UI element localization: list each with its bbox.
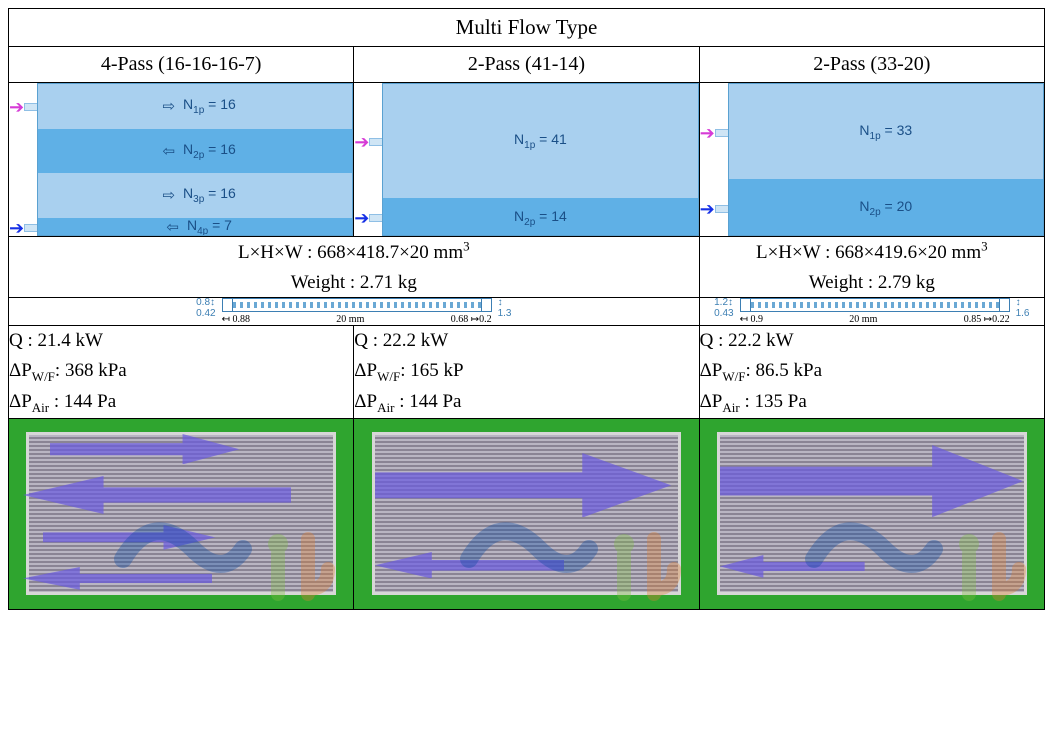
flow-direction-arrow-icon — [23, 567, 212, 590]
flow-pass: ⇨N1p = 16 — [38, 84, 352, 129]
dim-right-line1: L×H×W : 668×419.6×20 mm3 — [756, 242, 988, 263]
metric-q: Q : 22.2 kW — [354, 326, 698, 355]
metric-dp-wf: ΔPW/F: 86.5 kPa — [700, 356, 1044, 387]
title-row: Multi Flow Type — [9, 9, 1045, 47]
photo-row — [9, 418, 1045, 609]
metric-dp-air: ΔPAir : 144 Pa — [354, 387, 698, 418]
flow-diagram-c2: ➔ ➔N1p = 41N2p = 14 — [354, 83, 699, 237]
flow-diagram-row: ➔➔⇨N1p = 16⇦N2p = 16⇨N3p = 16⇦N4p = 7 ➔➔… — [9, 83, 1045, 237]
flow-direction-arrow-icon — [375, 552, 564, 579]
dim-left-line1: L×H×W : 668×418.7×20 mm3 — [238, 242, 470, 263]
col-header-1: 4-Pass (16-16-16-7) — [9, 47, 354, 83]
flow-direction-arrow-icon — [23, 476, 292, 514]
flow-diagram-c1: ➔➔⇨N1p = 16⇦N2p = 16⇨N3p = 16⇦N4p = 7 — [9, 83, 354, 237]
inlet-arrow-icon: ➔ — [9, 98, 38, 116]
flow-direction-arrow-icon — [720, 555, 865, 578]
photo-c2 — [354, 418, 699, 609]
outlet-arrow-icon: ➔ — [354, 209, 383, 227]
flow-direction-arrow-icon — [375, 453, 671, 518]
flow-direction-arrow-icon — [720, 445, 1023, 517]
outlet-arrow-icon: ➔ — [700, 200, 729, 218]
tube-cross-section: 1.2↕0.43 ↤ 0.9 20 mm 0.85 ↦ 0.22 ↕1.6 — [714, 298, 1029, 325]
dimensions-left: L×H×W : 668×418.7×20 mm3 Weight : 2.71 k… — [9, 237, 700, 298]
col-header-2: 2-Pass (41-14) — [354, 47, 699, 83]
tube-cross-section: 0.8↕0.42 ↤ 0.88 20 mm 0.68 ↦ 0.2 ↕1.3 — [196, 298, 511, 325]
flow-pass: N2p = 14 — [383, 198, 697, 236]
metrics-c3: Q : 22.2 kWΔPW/F: 86.5 kPaΔPAir : 135 Pa — [699, 326, 1044, 418]
flow-pass: N2p = 20 — [729, 179, 1043, 236]
flow-pass: N1p = 41 — [383, 84, 697, 198]
dim-right-line2: Weight : 2.79 kg — [809, 272, 935, 293]
photo-c3 — [699, 418, 1044, 609]
col-header-3: 2-Pass (33-20) — [699, 47, 1044, 83]
flow-pass: N1p = 33 — [729, 84, 1043, 179]
cross-section-right: 1.2↕0.43 ↤ 0.9 20 mm 0.85 ↦ 0.22 ↕1.6 — [699, 298, 1044, 326]
outlet-arrow-icon: ➔ — [9, 219, 38, 237]
dimensions-row: L×H×W : 668×418.7×20 mm3 Weight : 2.71 k… — [9, 237, 1045, 298]
metric-q: Q : 21.4 kW — [9, 326, 353, 355]
cross-section-row: 0.8↕0.42 ↤ 0.88 20 mm 0.68 ↦ 0.2 ↕1.3 1.… — [9, 298, 1045, 326]
inlet-arrow-icon: ➔ — [354, 133, 383, 151]
metrics-c1: Q : 21.4 kWΔPW/F: 368 kPaΔPAir : 144 Pa — [9, 326, 354, 418]
metric-dp-air: ΔPAir : 135 Pa — [700, 387, 1044, 418]
comparison-table: Multi Flow Type 4-Pass (16-16-16-7) 2-Pa… — [8, 8, 1045, 610]
photo-c1 — [9, 418, 354, 609]
metric-dp-wf: ΔPW/F: 368 kPa — [9, 356, 353, 387]
flow-direction-arrow-icon — [50, 434, 239, 464]
flow-diagram-c3: ➔➔N1p = 33N2p = 20 — [699, 83, 1044, 237]
dim-left-line2: Weight : 2.71 kg — [291, 272, 417, 293]
metric-dp-wf: ΔPW/F: 165 kP — [354, 356, 698, 387]
header-row: 4-Pass (16-16-16-7) 2-Pass (41-14) 2-Pas… — [9, 47, 1045, 83]
flow-direction-arrow-icon — [43, 525, 215, 550]
metric-q: Q : 22.2 kW — [700, 326, 1044, 355]
metrics-c2: Q : 22.2 kWΔPW/F: 165 kPΔPAir : 144 Pa — [354, 326, 699, 418]
flow-pass: ⇦N2p = 16 — [38, 129, 352, 174]
metrics-row: Q : 21.4 kWΔPW/F: 368 kPaΔPAir : 144 Pa … — [9, 326, 1045, 418]
cross-section-left: 0.8↕0.42 ↤ 0.88 20 mm 0.68 ↦ 0.2 ↕1.3 — [9, 298, 700, 326]
table-title: Multi Flow Type — [9, 9, 1045, 47]
flow-pass: ⇨N3p = 16 — [38, 173, 352, 218]
inlet-arrow-icon: ➔ — [700, 124, 729, 142]
flow-pass: ⇦N4p = 7 — [38, 218, 352, 236]
metric-dp-air: ΔPAir : 144 Pa — [9, 387, 353, 418]
dimensions-right: L×H×W : 668×419.6×20 mm3 Weight : 2.79 k… — [699, 237, 1044, 298]
